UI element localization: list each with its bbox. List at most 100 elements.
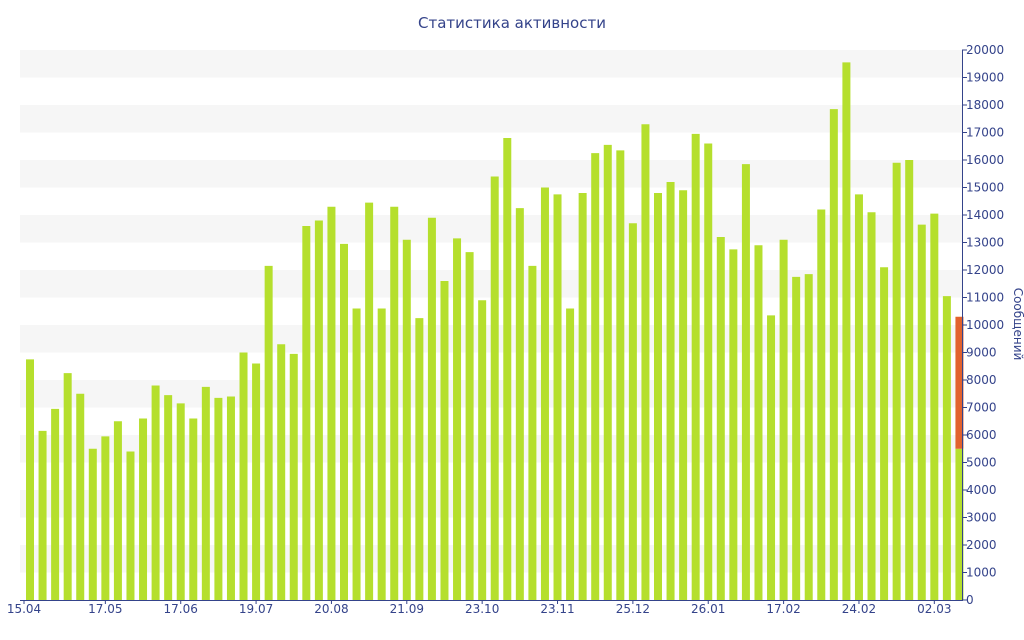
bar (390, 206, 399, 600)
bar (566, 308, 575, 600)
bar (867, 212, 876, 600)
x-tick-label: 23.10 (465, 602, 499, 616)
bar (792, 276, 801, 600)
bar (829, 109, 838, 600)
bar (515, 208, 524, 600)
bar (38, 430, 47, 600)
bar (415, 318, 424, 600)
bar (654, 193, 662, 600)
y-tick-label: 20000 (966, 43, 1004, 57)
chart-title: Статистика активности (418, 14, 606, 32)
bar (842, 62, 851, 600)
bar (917, 224, 926, 600)
bar (189, 418, 198, 600)
bar (591, 153, 600, 600)
bars (26, 62, 964, 600)
x-tick-label: 21.09 (390, 602, 424, 616)
x-tick-label: 02.03 (917, 602, 951, 616)
bar (503, 138, 512, 600)
bar (880, 267, 889, 600)
bar (88, 448, 97, 600)
bar (239, 352, 248, 600)
y-tick-label: 14000 (966, 208, 1004, 222)
bar (854, 194, 863, 600)
bar (302, 226, 311, 600)
bar (176, 403, 185, 600)
y-tick-label: 17000 (966, 126, 1004, 140)
bar (340, 243, 348, 600)
x-tick-label: 17.02 (766, 602, 800, 616)
bar (51, 408, 60, 600)
y-tick-label: 12000 (966, 263, 1004, 277)
y-tick-label: 18000 (966, 98, 1004, 112)
bar (905, 160, 914, 600)
x-tick-label: 24.02 (842, 602, 876, 616)
y-tick-label: 15000 (966, 181, 1004, 195)
bar (164, 395, 173, 600)
bar-current-base (955, 448, 964, 600)
bar-current-top (955, 316, 964, 449)
bar (76, 393, 85, 600)
x-tick-label: 20.08 (314, 602, 348, 616)
y-axis-label: Сообщений (1011, 287, 1024, 361)
bar (201, 386, 210, 600)
bar (628, 223, 637, 600)
y-tick-label: 7000 (966, 401, 997, 415)
bar (942, 296, 951, 600)
bar (126, 451, 135, 600)
y-tick-label: 19000 (966, 71, 1004, 85)
axes: 0 1000 2000 3000 4000 5000 6000 7000 8000 9000 100… (7, 43, 1004, 616)
y-tick-label: 16000 (966, 153, 1004, 167)
y-tick-label: 3000 (966, 511, 997, 525)
bar (603, 144, 612, 600)
bar (641, 124, 650, 600)
y-tick-label: 8000 (966, 373, 997, 387)
y-tick-label: 5000 (966, 456, 997, 470)
bar (553, 194, 562, 600)
bar (63, 373, 72, 600)
bar (264, 265, 273, 600)
bar (427, 217, 436, 600)
bar (214, 397, 223, 600)
bar (804, 274, 813, 600)
bar (729, 249, 738, 600)
bar (453, 238, 462, 600)
bar (679, 190, 688, 600)
bar (616, 150, 625, 600)
y-tick-label: 0 (966, 593, 974, 607)
bar (402, 239, 411, 600)
bar (252, 363, 261, 600)
bar (327, 206, 336, 600)
bar (365, 202, 374, 600)
bar (930, 213, 939, 600)
y-tick-label: 10000 (966, 318, 1004, 332)
x-tick-label: 26.01 (691, 602, 725, 616)
bar (465, 252, 474, 600)
bar (666, 182, 675, 600)
bar (440, 281, 449, 600)
bar (779, 239, 788, 600)
bar (540, 187, 549, 600)
x-tick-label: 17.05 (88, 602, 122, 616)
bar (101, 436, 110, 600)
bar (490, 176, 499, 600)
bar (352, 308, 361, 600)
bar (817, 209, 826, 600)
y-tick-label: 9000 (966, 346, 997, 360)
bar (277, 344, 286, 600)
bar (113, 421, 122, 600)
x-tick-label: 15.04 (7, 602, 41, 616)
bar (704, 143, 713, 600)
y-tick-label: 11000 (966, 291, 1004, 305)
bar (139, 418, 148, 600)
grid-band (20, 105, 962, 133)
grid-band (20, 50, 962, 78)
bar (151, 385, 160, 600)
bar (478, 300, 487, 600)
x-tick-label: 17.06 (164, 602, 198, 616)
y-tick-label: 1000 (966, 566, 997, 580)
bar (578, 193, 587, 600)
bar (528, 265, 537, 600)
x-tick-label: 25.12 (616, 602, 650, 616)
